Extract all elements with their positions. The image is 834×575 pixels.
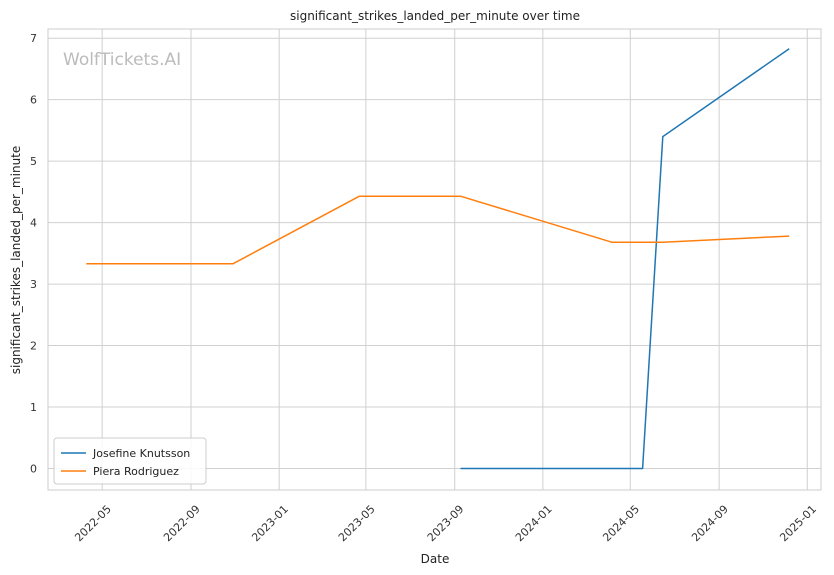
watermark: WolfTickets.AI (63, 50, 181, 70)
plot-frame (47, 28, 822, 491)
legend: Josefine Knutsson Piera Rodriguez (53, 437, 207, 485)
series-line-josefine-knutsson (460, 48, 790, 470)
y-tick-label: 4 (30, 217, 37, 230)
y-tick-label: 1 (30, 401, 37, 414)
y-tick-label: 7 (30, 32, 37, 45)
legend-label-josefine-knutsson: Josefine Knutsson (92, 447, 190, 460)
x-axis-label: Date (421, 552, 450, 566)
chart-title: significant_strikes_landed_per_minute ov… (290, 9, 580, 23)
grid (48, 29, 821, 490)
legend-label-piera-rodriguez: Piera Rodriguez (93, 465, 179, 478)
y-axis-label: significant_strikes_landed_per_minute (9, 146, 23, 375)
series-lines (86, 48, 790, 470)
y-tick-label: 6 (30, 94, 37, 107)
y-tick-label: 3 (30, 278, 37, 291)
y-tick-label: 5 (30, 155, 37, 168)
legend-box (53, 437, 207, 485)
y-tick-labels: 0 1 2 3 4 5 6 7 (30, 32, 37, 475)
y-tick-label: 0 (30, 462, 37, 475)
y-tick-label: 2 (30, 340, 37, 353)
series-line-piera-rodriguez (86, 195, 790, 265)
